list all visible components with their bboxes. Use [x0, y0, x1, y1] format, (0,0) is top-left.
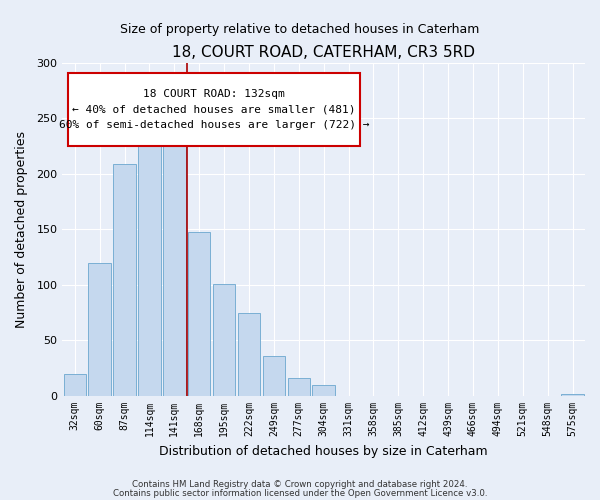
Y-axis label: Number of detached properties: Number of detached properties [15, 131, 28, 328]
Bar [238, 312, 260, 396]
Text: Contains HM Land Registry data © Crown copyright and database right 2024.: Contains HM Land Registry data © Crown c… [132, 480, 468, 489]
Text: Size of property relative to detached houses in Caterham: Size of property relative to detached ho… [121, 22, 479, 36]
Bar [88, 262, 111, 396]
Title: 18, COURT ROAD, CATERHAM, CR3 5RD: 18, COURT ROAD, CATERHAM, CR3 5RD [172, 45, 475, 60]
Bar [313, 385, 335, 396]
Bar [64, 374, 86, 396]
Bar [138, 138, 161, 396]
Text: Contains public sector information licensed under the Open Government Licence v3: Contains public sector information licen… [113, 489, 487, 498]
Bar [213, 284, 235, 396]
Text: 18 COURT ROAD: 132sqm
← 40% of detached houses are smaller (481)
60% of semi-det: 18 COURT ROAD: 132sqm ← 40% of detached … [59, 88, 369, 130]
X-axis label: Distribution of detached houses by size in Caterham: Distribution of detached houses by size … [160, 444, 488, 458]
Bar [562, 394, 584, 396]
Bar [163, 118, 185, 396]
Bar [263, 356, 285, 396]
FancyBboxPatch shape [68, 72, 360, 146]
Bar [113, 164, 136, 396]
Bar [188, 232, 211, 396]
Bar [287, 378, 310, 396]
